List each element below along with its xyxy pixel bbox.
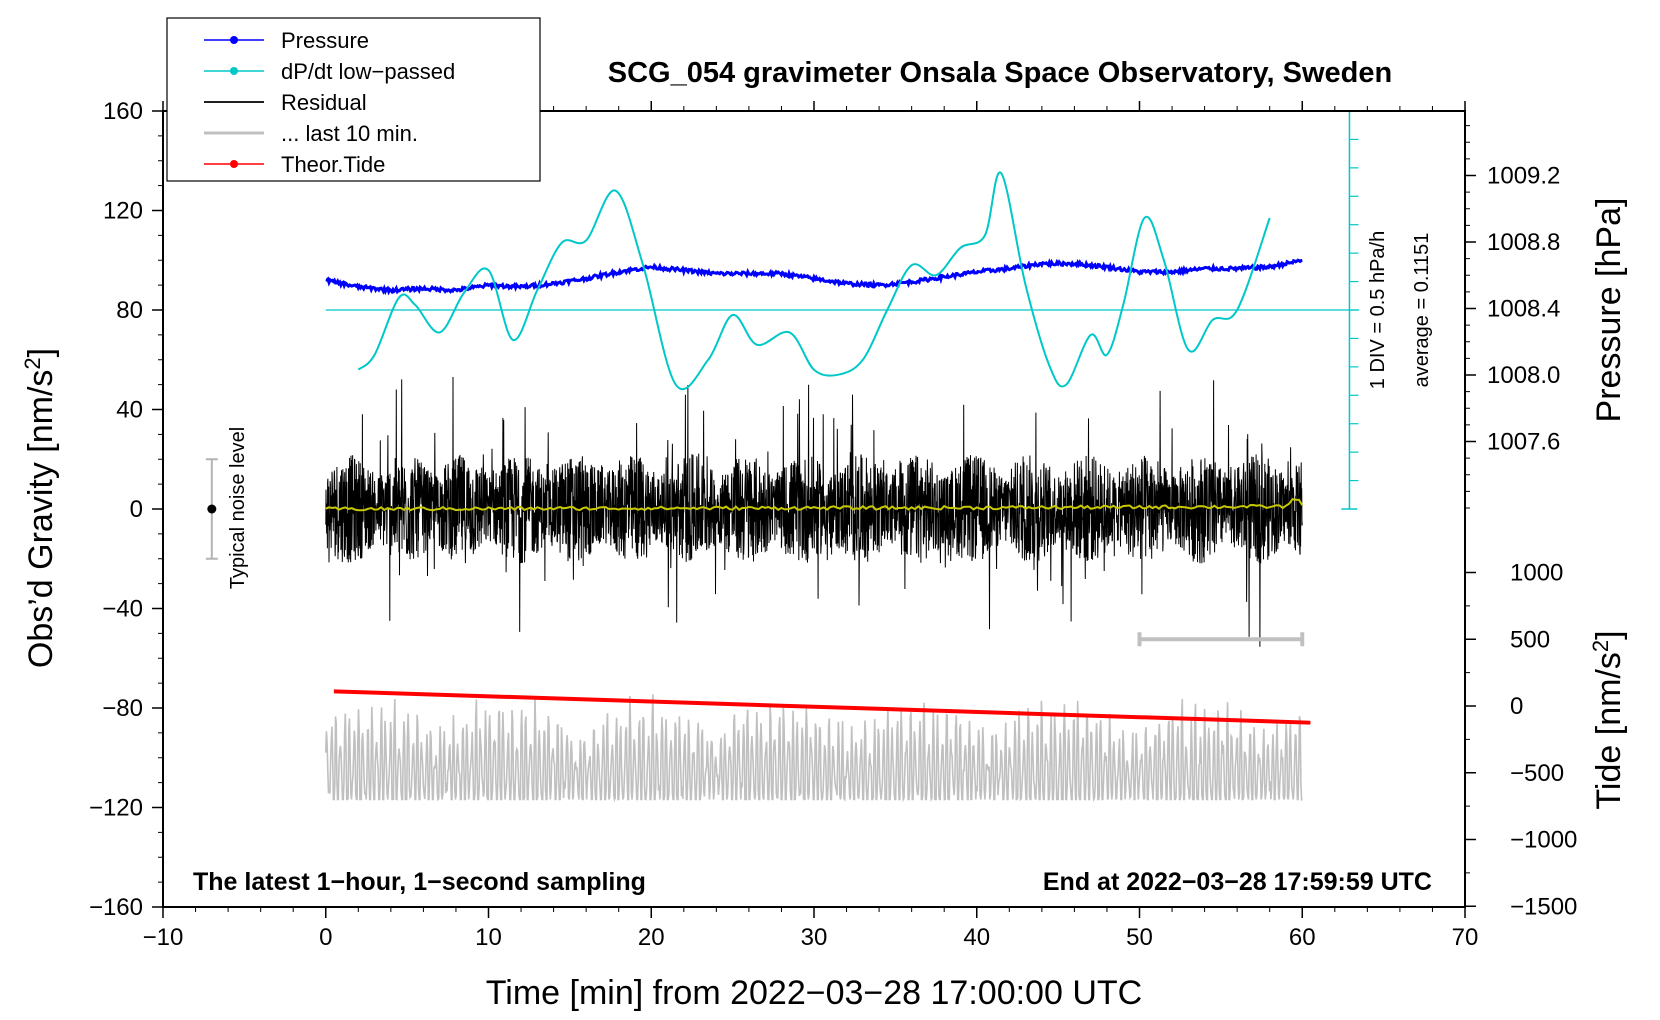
dpdt-series bbox=[325, 171, 1360, 391]
x-tick-label: 30 bbox=[801, 924, 828, 951]
chart-title: SCG_054 gravimeter Onsala Space Observat… bbox=[608, 57, 1392, 89]
residual-line bbox=[325, 376, 1303, 647]
pressure-line bbox=[325, 258, 1303, 296]
tide-axis-title: Tide [nm/s2] bbox=[1588, 630, 1628, 809]
y-axis-tide: 1000 500 0 −500 −1000 −1500 bbox=[1465, 560, 1577, 920]
y-tick-label: −80 bbox=[102, 695, 143, 722]
y-axis-title: Obs’d Gravity [nm/s2] bbox=[20, 348, 60, 668]
x-tick-label: 20 bbox=[638, 924, 665, 951]
tide-tick-label: 1000 bbox=[1510, 560, 1563, 587]
tide-tick-label: −500 bbox=[1510, 760, 1564, 787]
pressure-tick-label: 1007.6 bbox=[1487, 429, 1560, 456]
noise-level-label: Typical noise level bbox=[227, 427, 249, 589]
x-tick-label: 10 bbox=[475, 924, 502, 951]
y-tick-label: 0 bbox=[130, 496, 143, 523]
y-axis-pressure: 1009.2 1008.8 1008.4 1008.0 1007.6 bbox=[1465, 125, 1560, 509]
legend-box bbox=[166, 17, 541, 182]
legend-marker bbox=[230, 160, 238, 168]
y-axis-gravity: 160 120 80 40 0 −40 −80 −120 −160 bbox=[89, 98, 163, 921]
x-tick-label: 0 bbox=[319, 924, 332, 951]
legend-marker bbox=[230, 36, 238, 44]
legend-label: Theor.Tide bbox=[281, 152, 385, 177]
y-tick-label: −40 bbox=[102, 596, 143, 623]
legend-label: Residual bbox=[281, 90, 367, 115]
y-tick-label: 120 bbox=[103, 198, 143, 225]
legend-label: Pressure bbox=[281, 28, 369, 53]
residual-series bbox=[325, 376, 1303, 647]
last-10-min-series bbox=[325, 694, 1303, 803]
residual-mean-line bbox=[325, 498, 1304, 512]
x-tick-label: 60 bbox=[1289, 924, 1316, 951]
dpdt-line bbox=[357, 171, 1271, 391]
tide-tick-label: 500 bbox=[1510, 626, 1550, 653]
pressure-tick-label: 1008.8 bbox=[1487, 229, 1560, 256]
end-time-note: End at 2022−03−28 17:59:59 UTC bbox=[1043, 868, 1432, 896]
y-tick-label: 160 bbox=[103, 98, 143, 125]
sampling-note: The latest 1−hour, 1−second sampling bbox=[193, 868, 646, 896]
tide-tick-label: −1500 bbox=[1510, 893, 1577, 920]
noise-bar-dot bbox=[207, 504, 217, 514]
pressure-axis-title: Pressure [hPa] bbox=[1590, 198, 1628, 423]
theor-tide-line bbox=[333, 689, 1311, 725]
y-tick-label: −160 bbox=[89, 894, 143, 921]
x-tick-label: 50 bbox=[1126, 924, 1153, 951]
pressure-tick-label: 1009.2 bbox=[1487, 163, 1560, 190]
y-tick-label: 80 bbox=[116, 297, 143, 324]
pressure-tick-label: 1008.0 bbox=[1487, 362, 1560, 389]
x-tick-label: −10 bbox=[143, 924, 184, 951]
y-tick-label: 40 bbox=[116, 397, 143, 424]
legend-marker bbox=[230, 67, 238, 75]
tide-tick-label: 0 bbox=[1510, 693, 1523, 720]
tide-tick-label: −1000 bbox=[1510, 827, 1577, 854]
legend-label: ... last 10 min. bbox=[281, 121, 418, 146]
y-tick-label: −120 bbox=[89, 795, 143, 822]
x-axis-title: Time [min] from 2022−03−28 17:00:00 UTC bbox=[486, 974, 1142, 1012]
last-10-min-line bbox=[325, 694, 1303, 803]
legend: Pressure dP/dt low−passed Residual ... last… bbox=[166, 17, 541, 182]
pressure-tick-label: 1008.4 bbox=[1487, 296, 1560, 323]
x-tick-label: 40 bbox=[963, 924, 990, 951]
x-tick-label: 70 bbox=[1452, 924, 1479, 951]
theor-tide-series bbox=[333, 689, 1311, 725]
pressure-series bbox=[325, 258, 1303, 296]
legend-label: dP/dt low−passed bbox=[281, 59, 455, 84]
scale-div-label: 1 DIV = 0.5 hPa/h bbox=[1367, 231, 1389, 389]
scale-average-label: average = 0.1151 bbox=[1411, 233, 1433, 388]
x-axis: −10 0 10 20 30 40 50 60 70 bbox=[143, 101, 1479, 951]
residual-mean-series bbox=[325, 498, 1304, 512]
